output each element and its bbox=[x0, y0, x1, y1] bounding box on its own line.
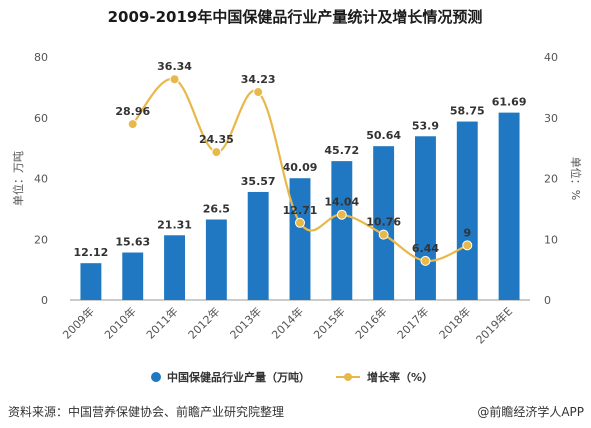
growth-rate-label: 28.96 bbox=[115, 105, 150, 118]
x-tick-label: 2016年 bbox=[352, 304, 389, 341]
x-tick-label: 2017年 bbox=[394, 304, 431, 341]
x-tick-label: 2018年 bbox=[436, 304, 473, 341]
growth-rate-label: 9 bbox=[463, 226, 471, 239]
growth-rate-label: 36.34 bbox=[157, 60, 192, 73]
growth-rate-point bbox=[127, 119, 138, 130]
x-tick-label: 2012年 bbox=[185, 304, 222, 341]
y2-tick-label: 10 bbox=[544, 233, 558, 246]
x-tick-label: 2015年 bbox=[310, 304, 347, 341]
y2-tick-label: 30 bbox=[544, 112, 558, 125]
growth-rate-label: 12.71 bbox=[283, 204, 318, 217]
growth-rate-point bbox=[336, 209, 347, 220]
bar-value-label: 50.64 bbox=[366, 129, 401, 142]
bar-value-label: 40.09 bbox=[283, 161, 318, 174]
x-tick-label: 2013年 bbox=[227, 304, 264, 341]
bar-value-label: 61.69 bbox=[492, 96, 527, 109]
bar-value-label: 21.31 bbox=[157, 218, 192, 231]
x-tick-label: 2009年 bbox=[60, 304, 97, 341]
growth-rate-label: 6.44 bbox=[412, 242, 439, 255]
plot-area: 0 20 40 60 80 0 10 20 30 40 单位：万吨 单位：% 12.12 15.63 21.… bbox=[11, 51, 583, 347]
bar bbox=[331, 161, 353, 300]
growth-rate-point bbox=[378, 229, 389, 240]
y2-tick-label: 20 bbox=[544, 173, 558, 186]
y-tick-label: 20 bbox=[34, 233, 48, 246]
growth-rate-point bbox=[253, 87, 264, 98]
x-tick-label: 2014年 bbox=[269, 304, 306, 341]
y-tick-label: 60 bbox=[34, 112, 48, 125]
growth-rate-point bbox=[462, 240, 473, 251]
bar bbox=[289, 178, 311, 300]
y2-tick-label: 0 bbox=[544, 294, 551, 307]
y-axis-title: 单位：万吨 bbox=[11, 151, 25, 206]
legend-marker-bar bbox=[151, 372, 161, 382]
bar-value-label: 26.5 bbox=[203, 203, 230, 216]
growth-rate-point bbox=[420, 255, 431, 266]
source-note: 资料来源：中国营养保健协会、前瞻产业研究院整理 bbox=[8, 404, 284, 419]
bar bbox=[80, 263, 102, 300]
bar bbox=[373, 146, 395, 300]
growth-rate-label: 10.76 bbox=[366, 216, 401, 229]
y-tick-label: 80 bbox=[34, 51, 48, 64]
bar bbox=[164, 235, 185, 300]
y2-tick-label: 40 bbox=[544, 51, 558, 64]
bar bbox=[498, 112, 520, 300]
brand-label: @前瞻经济学人APP bbox=[477, 404, 584, 419]
growth-rate-line bbox=[131, 78, 468, 262]
x-tick-label: 2010年 bbox=[101, 304, 138, 341]
bar bbox=[205, 219, 227, 300]
bar bbox=[415, 136, 436, 300]
growth-rate-label: 14.04 bbox=[324, 196, 359, 209]
legend-label-line: 增长率（%） bbox=[367, 370, 433, 384]
growth-rate-point bbox=[295, 217, 305, 228]
bar-value-label: 35.57 bbox=[241, 175, 276, 188]
bar-value-label: 12.12 bbox=[74, 246, 109, 259]
y-tick-label: 0 bbox=[41, 294, 48, 307]
growth-rate-point bbox=[211, 147, 222, 158]
bar-value-label: 53.9 bbox=[412, 119, 439, 132]
legend-marker-line-dot bbox=[344, 373, 352, 381]
x-tick-label: 2019年E bbox=[473, 304, 515, 346]
growth-rate-label: 24.35 bbox=[199, 133, 234, 146]
bar-value-label: 58.75 bbox=[450, 105, 485, 118]
bar bbox=[247, 191, 269, 300]
bar-value-label: 15.63 bbox=[115, 236, 150, 249]
chart-title: 2009-2019年中国保健品行业产量统计及增长情况预测 bbox=[108, 8, 483, 26]
growth-rate-label: 34.23 bbox=[241, 73, 276, 86]
x-tick-label: 2011年 bbox=[143, 304, 180, 341]
bar bbox=[122, 252, 144, 300]
y2-axis-title: 单位：% bbox=[569, 157, 583, 200]
legend: 中国保健品行业产量（万吨） 增长率（%） bbox=[151, 370, 433, 384]
bar-value-label: 45.72 bbox=[324, 144, 359, 157]
bar bbox=[456, 121, 478, 300]
y-tick-label: 40 bbox=[34, 173, 48, 186]
legend-label-bar: 中国保健品行业产量（万吨） bbox=[167, 370, 310, 384]
growth-rate-point bbox=[169, 74, 180, 85]
